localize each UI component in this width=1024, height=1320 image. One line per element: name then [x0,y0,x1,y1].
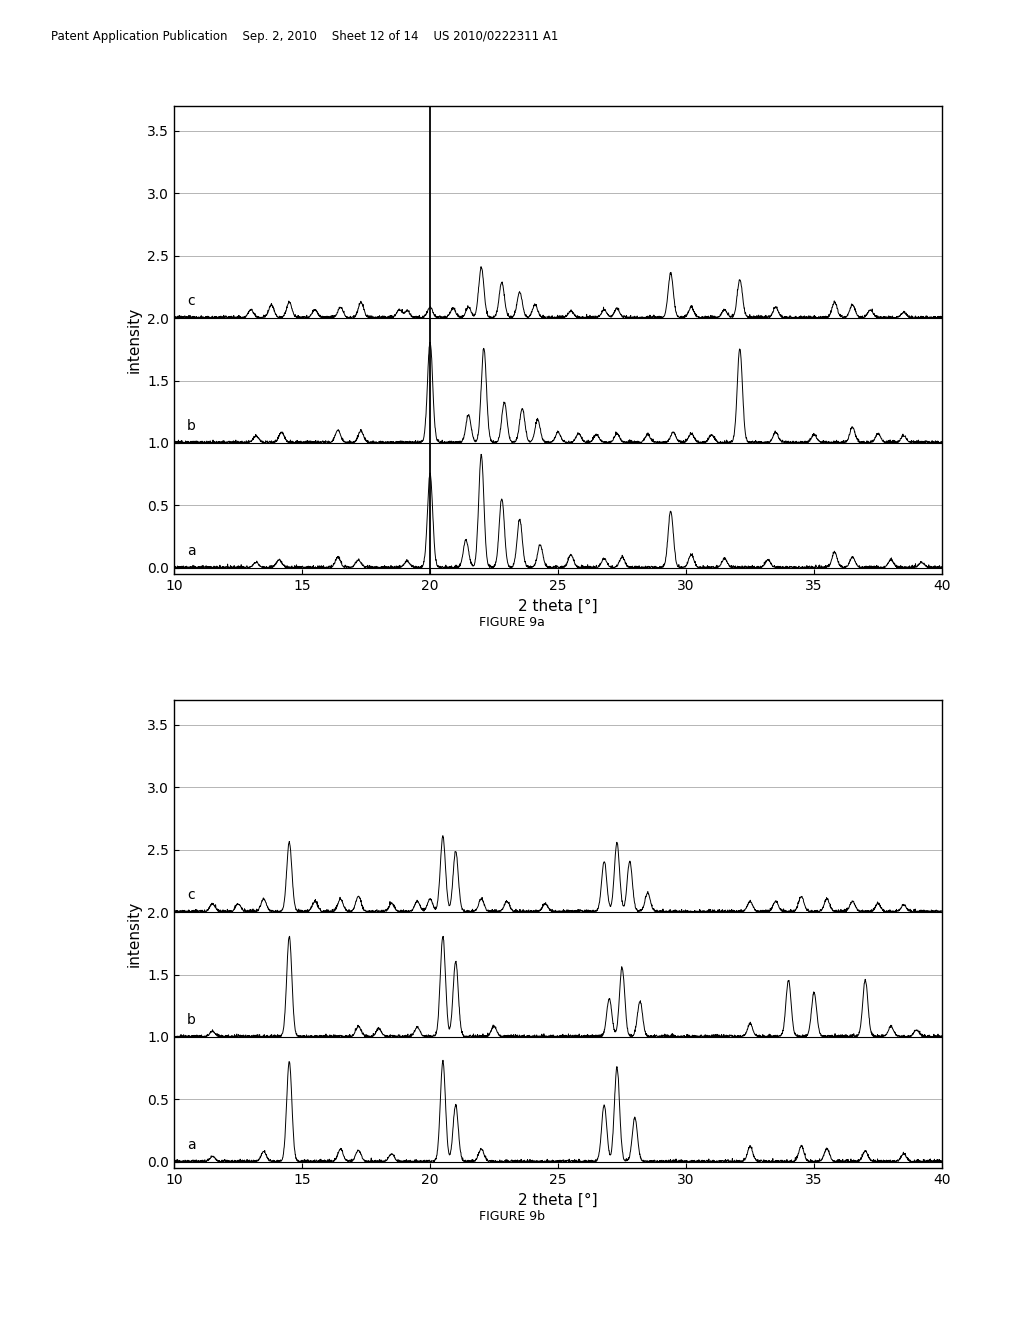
Text: FIGURE 9b: FIGURE 9b [479,1210,545,1224]
Text: a: a [187,544,196,558]
Text: b: b [187,1012,196,1027]
Text: a: a [187,1138,196,1152]
Y-axis label: intensity: intensity [127,306,141,374]
X-axis label: 2 theta [°]: 2 theta [°] [518,1192,598,1208]
Text: c: c [187,888,195,902]
Text: b: b [187,418,196,433]
Text: c: c [187,294,195,308]
Y-axis label: intensity: intensity [127,900,141,968]
X-axis label: 2 theta [°]: 2 theta [°] [518,598,598,614]
Text: Patent Application Publication    Sep. 2, 2010    Sheet 12 of 14    US 2010/0222: Patent Application Publication Sep. 2, 2… [51,30,558,44]
Text: FIGURE 9a: FIGURE 9a [479,616,545,630]
